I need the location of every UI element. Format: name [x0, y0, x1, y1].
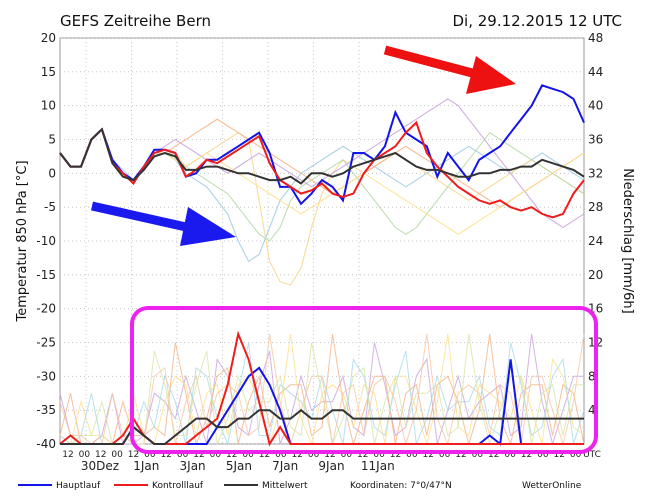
x-hour-label: 12 [259, 450, 270, 460]
left-tick-label: -30 [36, 369, 56, 383]
x-day-ticks: 30Dez 1Jan 3Jan 5Jan 7Jan 9Jan 11Jan [81, 459, 395, 473]
x-hour-label: 00 [439, 450, 451, 460]
precipitation-lines [59, 330, 584, 447]
left-tick-label: -5 [44, 200, 56, 214]
left-tick-label: -40 [36, 437, 56, 451]
red-arrow [383, 45, 516, 94]
member-precip-line [59, 333, 585, 446]
temperature-lines [59, 84, 585, 219]
x-day-label: 9Jan [318, 459, 344, 473]
right-tick-label: 44 [588, 65, 603, 79]
x-hour-label: 12 [554, 450, 565, 460]
x-hour-label: 00 [177, 450, 189, 460]
x-hour-label: 12 [390, 450, 401, 460]
left-tick-label: 5 [48, 133, 56, 147]
member-precip-line [59, 333, 585, 446]
x-hour-label: 00 [504, 450, 516, 460]
coordinates: Koordinaten: 7°0/47°N [350, 481, 452, 491]
left-tick-label: -15 [36, 268, 56, 282]
x-hour-label: 00 [570, 450, 582, 460]
x-hour-label: 12 [292, 450, 303, 460]
temp-series-kontrolllauf [59, 120, 585, 219]
y-axis-label-left: Temperatur 850 hPa [°C] [15, 160, 30, 322]
left-tick-label: 20 [41, 31, 56, 45]
blue-arrow [91, 201, 236, 246]
x-hour-label: UTC [583, 450, 601, 460]
ensemble-members [59, 98, 585, 446]
run-date: Di, 29.12.2015 12 UTC [453, 12, 623, 30]
x-hour-label: 00 [144, 450, 156, 460]
x-hour-label: 00 [472, 450, 484, 460]
x-hour-label: 00 [341, 450, 353, 460]
x-hour-label: 12 [62, 450, 73, 460]
right-tick-label: 28 [588, 200, 603, 214]
x-hour-label: 12 [161, 450, 172, 460]
x-hour-label: 00 [210, 450, 222, 460]
x-day-label: 7Jan [272, 459, 298, 473]
x-hour-label: 12 [357, 450, 368, 460]
x-day-label: 5Jan [226, 459, 252, 473]
x-hour-label: 12 [226, 450, 237, 460]
left-tick-label: -25 [36, 336, 56, 350]
left-axis-ticks: 20 15 10 5 0 -5 -10 -15 -20 -25 -30 -35 -40 [36, 31, 56, 451]
right-tick-label: 40 [588, 99, 603, 113]
x-day-label: 30Dez [81, 459, 119, 473]
x-hour-label: 12 [455, 450, 466, 460]
chart-title: GEFS Zeitreihe Bern [60, 12, 211, 30]
right-tick-label: 48 [588, 31, 603, 45]
x-hour-label: 12 [423, 450, 434, 460]
brand: WetterOnline [522, 481, 582, 491]
x-hour-label: 00 [308, 450, 320, 460]
temp-series-mittelwert [59, 127, 585, 185]
x-day-label: 1Jan [133, 459, 159, 473]
left-tick-label: 10 [41, 99, 56, 113]
x-hour-label: 12 [324, 450, 335, 460]
left-tick-label: -20 [36, 302, 56, 316]
x-hour-label: 00 [537, 450, 549, 460]
y-axis-label-right: Niederschlag [mm/6h] [620, 168, 635, 313]
x-day-label: 11Jan [361, 459, 395, 473]
x-day-label: 3Jan [180, 459, 206, 473]
left-tick-label: 15 [41, 65, 56, 79]
x-hour-label: 12 [95, 450, 106, 460]
left-tick-label: 0 [48, 166, 56, 180]
x-hour-ticks: 12 00 12 00 12 00 12 00 12 00 12 00 12 00 12 00 12 00 12 00… [62, 450, 601, 460]
x-hour-label: 00 [406, 450, 418, 460]
legend-hauptlauf: Hauptlauf [56, 481, 101, 491]
legend-kontrolllauf: Kontrolllauf [152, 481, 204, 491]
x-hour-label: 12 [521, 450, 532, 460]
x-hour-label: 12 [193, 450, 204, 460]
x-hour-label: 12 [488, 450, 499, 460]
highlight-box [130, 306, 598, 454]
right-tick-label: 32 [588, 166, 603, 180]
left-tick-label: -35 [36, 403, 56, 417]
legend-mittelwert: Mittelwert [262, 481, 308, 491]
right-tick-label: 36 [588, 133, 603, 147]
x-hour-label: 00 [242, 450, 254, 460]
x-hour-label: 00 [111, 450, 123, 460]
member-precip-line [60, 333, 584, 446]
right-tick-label: 20 [588, 268, 603, 282]
precip-series-mittelwert [60, 408, 584, 445]
legend: Hauptlauf Kontrolllauf Mittelwert Koordi… [18, 481, 582, 491]
right-tick-label: 4 [588, 403, 596, 417]
left-tick-label: -10 [36, 234, 56, 248]
x-hour-label: 00 [373, 450, 385, 460]
right-tick-label: 24 [588, 234, 603, 248]
x-hour-label: 12 [128, 450, 139, 460]
x-hour-label: 00 [79, 450, 91, 460]
x-hour-label: 00 [275, 450, 287, 460]
right-tick-label: 8 [588, 369, 596, 383]
